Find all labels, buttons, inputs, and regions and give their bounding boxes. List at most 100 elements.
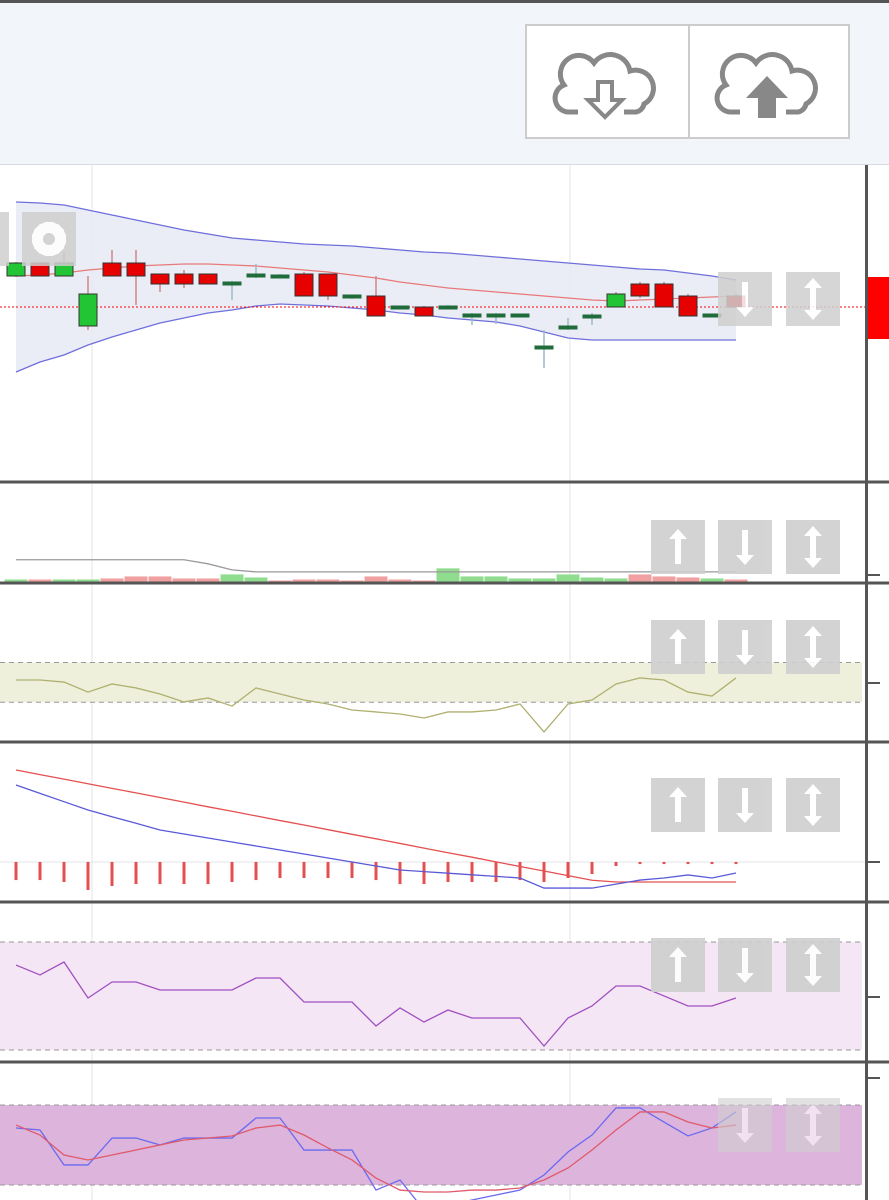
panel-resize-button[interactable]	[786, 778, 840, 832]
button-bg[interactable]	[0, 212, 9, 266]
arrow-head[interactable]	[804, 784, 822, 794]
panel-down-button[interactable]	[718, 520, 772, 574]
indicator-line	[15, 961, 737, 1047]
panel-up-button[interactable]	[651, 620, 705, 674]
arrow-shaft[interactable]	[675, 538, 681, 564]
arrow-shaft[interactable]	[810, 535, 816, 559]
cloud-icon[interactable]	[552, 52, 656, 115]
up-arrow-icon[interactable]	[746, 76, 788, 118]
arrow-head[interactable]	[669, 947, 687, 957]
panel-down-button[interactable]	[718, 1098, 772, 1152]
arrow-head[interactable]	[804, 278, 822, 288]
arrow-shaft[interactable]	[675, 638, 681, 664]
candle-body	[246, 273, 266, 278]
candle-body	[678, 295, 698, 317]
cloud-icon[interactable]	[714, 52, 818, 115]
arrow-shaft[interactable]	[742, 948, 748, 974]
arrow-head[interactable]	[736, 973, 754, 983]
arrow-shaft[interactable]	[675, 796, 681, 822]
histogram-bar	[494, 862, 498, 882]
panel-up-button[interactable]	[651, 938, 705, 992]
arrow-head[interactable]	[736, 555, 754, 565]
plots	[0, 201, 866, 1200]
arrow-shaft[interactable]	[675, 956, 681, 982]
arrow-shaft[interactable]	[742, 630, 748, 656]
candle-body	[78, 293, 98, 327]
arrow-head[interactable]	[736, 1133, 754, 1143]
candle-body	[510, 313, 530, 318]
panel-up-button[interactable]	[651, 520, 705, 574]
indicator-line	[15, 784, 737, 889]
arrow-head[interactable]	[804, 658, 822, 668]
arrow-head[interactable]	[804, 944, 822, 954]
histogram-bar	[278, 862, 282, 878]
candle-body	[222, 281, 242, 286]
candle-body	[6, 262, 26, 277]
down-arrow-icon[interactable]	[583, 80, 627, 120]
arrow-shaft[interactable]	[810, 793, 816, 817]
histogram-bar	[590, 862, 594, 874]
arrow-head[interactable]	[804, 626, 822, 636]
arrow-head[interactable]	[804, 526, 822, 536]
panel-down-button[interactable]	[718, 938, 772, 992]
panel-resize-button[interactable]	[786, 520, 840, 574]
arrow-head[interactable]	[804, 1104, 822, 1114]
histogram-bar	[326, 862, 330, 878]
candle-body	[582, 314, 602, 319]
panel-down-button[interactable]	[718, 272, 772, 326]
panel-resize-button[interactable]	[786, 938, 840, 992]
upload-button[interactable]	[688, 24, 850, 139]
gear-hole[interactable]	[43, 233, 55, 245]
arrow-head[interactable]	[804, 976, 822, 986]
arrow-shaft[interactable]	[742, 788, 748, 814]
histogram-bar	[638, 862, 642, 865]
arrow-shaft[interactable]	[810, 287, 816, 311]
histogram-bar	[422, 862, 426, 885]
arrow-head[interactable]	[736, 813, 754, 823]
candle-body	[318, 273, 338, 297]
histogram-bar	[686, 862, 690, 865]
histogram-bar	[566, 862, 570, 878]
arrow-shaft[interactable]	[742, 530, 748, 556]
arrow-head[interactable]	[669, 787, 687, 797]
panel-resize-button[interactable]	[786, 1098, 840, 1152]
arrow-head[interactable]	[669, 529, 687, 539]
candle-body	[390, 305, 410, 310]
candle-body	[438, 305, 458, 310]
arrow-head[interactable]	[736, 307, 754, 317]
download-button[interactable]	[525, 24, 690, 139]
histogram-bar	[134, 862, 138, 885]
arrow-shaft[interactable]	[742, 1108, 748, 1134]
histogram-bar	[446, 862, 450, 882]
panel-resize-button[interactable]	[786, 272, 840, 326]
panel-down-button[interactable]	[718, 620, 772, 674]
panel-up-button[interactable]	[651, 778, 705, 832]
arrow-head[interactable]	[804, 558, 822, 568]
arrow-head[interactable]	[804, 310, 822, 320]
arrow-head[interactable]	[669, 629, 687, 639]
indicator-line	[15, 1111, 737, 1193]
arrow-shaft[interactable]	[810, 953, 816, 977]
arrow-shaft[interactable]	[742, 282, 748, 308]
candle-body	[150, 273, 170, 285]
candle-body	[654, 283, 674, 308]
arrow-head[interactable]	[804, 816, 822, 826]
arrow-head[interactable]	[736, 655, 754, 665]
histogram-bar	[350, 862, 354, 878]
histogram-bar	[206, 862, 210, 885]
panel-down-button[interactable]	[718, 778, 772, 832]
histogram-bar	[230, 862, 234, 882]
candle-body	[126, 262, 146, 277]
histogram-bar	[62, 862, 66, 882]
histogram-bar	[518, 862, 522, 881]
candle-body	[198, 273, 218, 285]
panel-resize-button[interactable]	[786, 620, 840, 674]
arrow-shaft[interactable]	[810, 1113, 816, 1137]
histogram-bar	[374, 862, 378, 881]
settings-button[interactable]	[0, 212, 76, 266]
histogram-bar	[158, 862, 162, 885]
arrow-shaft[interactable]	[810, 635, 816, 659]
arrow-head[interactable]	[804, 1136, 822, 1146]
